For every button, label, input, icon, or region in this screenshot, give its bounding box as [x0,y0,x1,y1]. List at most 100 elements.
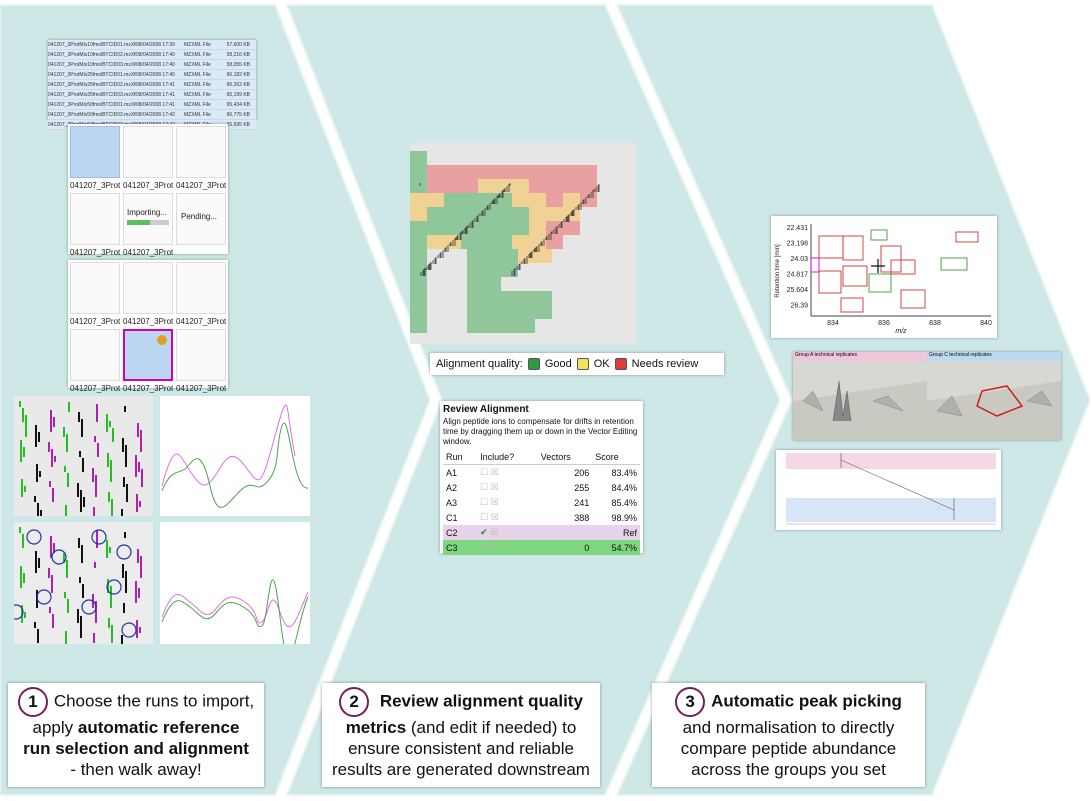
quality-cell[interactable] [410,221,427,235]
quality-cell[interactable] [410,305,427,319]
quality-cell[interactable] [512,207,529,221]
quality-cell[interactable] [563,193,580,207]
quality-cell[interactable] [518,249,535,263]
quality-cell[interactable] [580,165,597,179]
quality-cell[interactable] [444,179,461,193]
quality-cell[interactable] [444,221,461,235]
quality-cell[interactable] [535,291,552,305]
quality-cell[interactable] [495,179,512,193]
quality-cell[interactable] [410,235,427,249]
run-thumbnail[interactable]: 041207_3Prot... [70,262,120,326]
quality-cell[interactable] [518,319,535,333]
quality-cell[interactable] [518,291,535,305]
include-cell[interactable]: ☐ ☒ [477,495,538,510]
peak-boundary[interactable] [818,270,842,294]
quality-cell[interactable] [461,179,478,193]
run-thumbnail[interactable]: 041207_3Prot... [70,126,120,190]
quality-cell[interactable] [580,179,597,193]
quality-cell[interactable] [546,179,563,193]
quality-cell[interactable] [427,179,444,193]
run-thumbnail-importing[interactable]: Importing...041207_3Prot... [123,193,173,257]
peak-boundary[interactable] [840,297,864,313]
run-thumbnail[interactable]: 041207_3Prot... [70,329,120,393]
quality-cell[interactable] [444,165,461,179]
file-row[interactable]: 041207_3ProtMix10fmolBTCID03.mzXML 08/04/… [48,60,256,70]
quality-cell[interactable] [484,319,501,333]
include-checkbox[interactable]: ☐ [480,497,489,507]
quality-cell[interactable] [467,305,484,319]
quality-cell[interactable] [546,193,563,207]
quality-cell[interactable] [512,235,529,249]
run-thumbnail[interactable]: 041207_3Prot... [176,262,226,326]
quality-cell[interactable] [484,291,501,305]
file-row[interactable]: 041207_3ProtMix25fmolBTCID01.mzXML 08/04/… [48,70,256,80]
quality-cell[interactable] [495,193,512,207]
quality-cell[interactable] [563,207,580,221]
quality-cell[interactable] [529,207,546,221]
quality-cell[interactable] [563,165,580,179]
quality-cell[interactable] [529,235,546,249]
quality-cell[interactable] [512,193,529,207]
quality-cell[interactable] [461,235,478,249]
table-row[interactable]: A1 ☐ ☒ 206 83.4% [443,465,640,481]
quality-cell[interactable] [563,179,580,193]
quality-cell[interactable] [461,221,478,235]
peak-boundary[interactable] [810,257,820,273]
include-cell[interactable]: ☐ ☒ [477,510,538,525]
include-check-icon[interactable]: ✔ [480,527,488,537]
quality-cell[interactable] [410,319,427,333]
exclude-checkbox[interactable]: ☒ [488,482,499,492]
quality-cell[interactable] [410,249,427,263]
peak-boundary[interactable] [842,265,868,287]
include-checkbox[interactable]: ☐ [480,512,489,522]
run-thumbnail[interactable]: 041207_3Prot... [176,126,226,190]
quality-cell[interactable] [427,207,444,221]
quality-cell[interactable] [444,207,461,221]
quality-cell[interactable] [467,319,484,333]
quality-cell[interactable] [501,291,518,305]
quality-cell[interactable] [484,277,501,291]
quality-cell[interactable] [467,263,484,277]
quality-cell[interactable] [518,305,535,319]
quality-cell[interactable] [410,151,427,165]
quality-cell[interactable] [495,165,512,179]
quality-cell[interactable] [427,165,444,179]
quality-cell[interactable] [546,207,563,221]
exclude-checkbox[interactable]: ☒ [488,467,499,477]
quality-cell[interactable] [501,263,518,277]
peak-boundary[interactable] [900,289,926,309]
run-thumbnail[interactable]: 041207_3Prot... [70,193,120,257]
quality-cell[interactable] [495,221,512,235]
quality-cell[interactable] [478,179,495,193]
quality-cell[interactable] [501,305,518,319]
quality-cell[interactable] [478,207,495,221]
reference-run-thumbnail[interactable]: 041207_3Prot... [123,329,173,393]
quality-cell[interactable] [478,221,495,235]
exclude-checkbox[interactable]: ☒ [487,527,499,537]
quality-cell[interactable] [501,319,518,333]
quality-cell[interactable] [512,165,529,179]
table-row[interactable]: A3 ☐ ☒ 241 85.4% [443,495,640,510]
quality-cell[interactable] [478,165,495,179]
peak-boundary[interactable] [870,229,888,241]
peak-boundary[interactable] [890,259,916,275]
quality-cell[interactable] [444,193,461,207]
quality-cell[interactable] [467,291,484,305]
peak-boundary[interactable] [955,231,979,243]
quality-cell[interactable] [495,207,512,221]
file-row[interactable]: 041207_3ProtMix25fmolBTCID03.mzXML 08/04/… [48,90,256,100]
quality-cell[interactable] [427,193,444,207]
quality-cell[interactable] [580,193,597,207]
peak-boundary[interactable] [868,273,892,293]
quality-cell[interactable] [512,221,529,235]
quality-cell[interactable] [410,263,427,277]
quality-cell[interactable] [529,193,546,207]
quality-cell[interactable] [546,235,563,249]
quality-cell[interactable] [563,221,580,235]
exclude-checkbox[interactable]: ☒ [488,497,499,507]
run-thumbnail-pending[interactable]: Pending... [176,193,226,257]
quality-cell[interactable] [467,249,484,263]
exclude-checkbox[interactable]: ☒ [488,542,499,552]
quality-cell[interactable] [427,221,444,235]
table-row[interactable]: C1 ☐ ☒ 388 98.9% [443,510,640,525]
